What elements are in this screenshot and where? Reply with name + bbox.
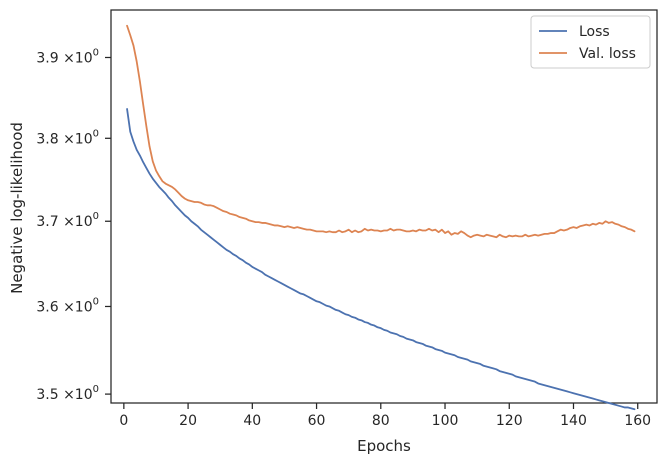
x-tick-label: 100 — [432, 413, 459, 429]
x-tick-label: 120 — [496, 413, 523, 429]
x-tick-label: 40 — [243, 413, 261, 429]
x-axis: 0 20 40 60 80 100 120 140 160 — [119, 403, 651, 429]
series-line-loss — [126, 108, 636, 411]
plot-area — [110, 9, 658, 404]
y-tick-label: 3.6 ×100 — [36, 296, 99, 315]
legend: Loss Val. loss — [530, 15, 651, 69]
y-tick-label: 3.8 ×100 — [36, 128, 99, 147]
y-tick-label: 3.7 ×100 — [36, 211, 99, 230]
x-tick-label: 0 — [119, 413, 128, 429]
y-axis: 3.5 ×100 3.6 ×100 3.7 ×100 3.8 ×100 3.9 ×100 — [36, 47, 111, 403]
y-tick-label: 3.9 ×100 — [36, 47, 99, 66]
x-tick-label: 140 — [560, 413, 587, 429]
legend-label: Loss — [579, 24, 610, 40]
x-axis-label: Epochs — [357, 437, 411, 455]
x-tick-label: 20 — [179, 413, 197, 429]
legend-box — [530, 15, 651, 69]
x-tick-label: 160 — [624, 413, 651, 429]
y-axis-label: Negative log-likelihood — [8, 122, 26, 294]
plot-frame — [110, 9, 658, 404]
y-tick-label: 3.5 ×100 — [36, 384, 99, 403]
series-line-val-loss — [126, 24, 636, 239]
x-tick-label: 60 — [308, 413, 326, 429]
x-tick-label: 80 — [372, 413, 390, 429]
legend-label: Val. loss — [579, 46, 636, 62]
series-layer — [126, 24, 636, 411]
